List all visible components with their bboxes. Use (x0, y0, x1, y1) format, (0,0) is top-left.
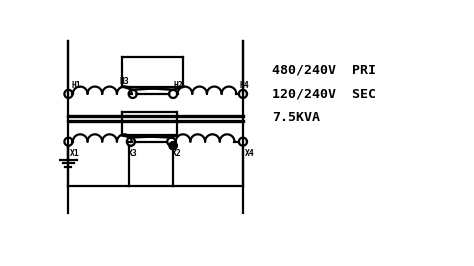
Text: 480/240V  PRI: 480/240V PRI (272, 64, 376, 77)
Text: H1: H1 (72, 81, 81, 90)
Text: X1: X1 (70, 149, 80, 158)
Text: H4: H4 (239, 81, 249, 90)
Text: X4: X4 (245, 149, 255, 158)
Text: X2: X2 (172, 149, 182, 158)
Text: 7.5KVA: 7.5KVA (272, 111, 320, 124)
Text: H2: H2 (174, 81, 183, 90)
Text: 120/240V  SEC: 120/240V SEC (272, 88, 376, 101)
Text: X3: X3 (128, 149, 137, 158)
Polygon shape (170, 142, 177, 149)
Text: H3: H3 (120, 77, 129, 86)
